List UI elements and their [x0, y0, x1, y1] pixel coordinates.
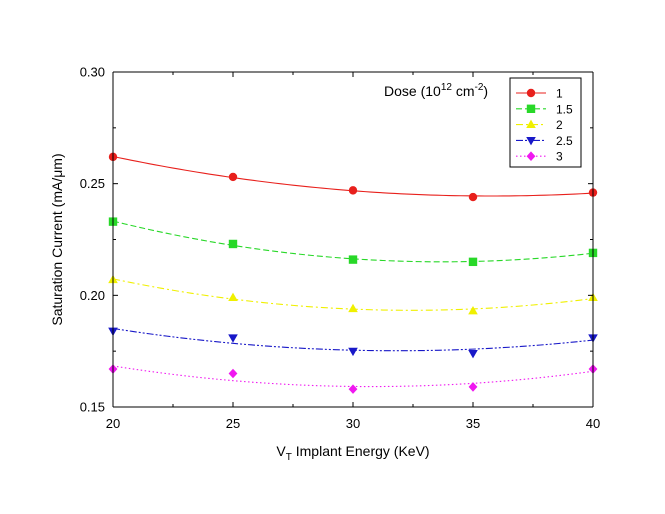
legend-title-mid: cm: [452, 83, 475, 99]
x-tick-label: 30: [346, 416, 360, 431]
series-3: [108, 364, 598, 394]
data-point: [468, 192, 478, 202]
legend-box: [509, 77, 582, 168]
x-axis-label: VT Implant Energy (KeV): [276, 443, 429, 463]
y-tick-label: 0.15: [80, 400, 105, 415]
data-point: [348, 384, 358, 394]
series-2: [108, 274, 598, 315]
legend-label: 1: [556, 87, 563, 101]
data-point: [468, 382, 478, 392]
legend-entry: 3: [516, 150, 563, 164]
data-point: [348, 347, 358, 357]
legend-label: 2: [556, 118, 563, 132]
legend: Dose (1012 cm-2) 11.5 2 2.5 3: [384, 77, 582, 168]
legend-title-sup1: 12: [441, 82, 453, 93]
legend-entry: 2.5: [516, 134, 573, 148]
x-axis-label-main: V: [276, 443, 286, 459]
legend-marker: [526, 104, 536, 113]
legend-entry: 1.5: [516, 102, 573, 116]
series-line: [112, 365, 594, 388]
legend-title-pre: Dose (10: [384, 83, 441, 99]
x-tick-label: 25: [226, 416, 240, 431]
legend-entry: 2: [516, 118, 563, 132]
legend-label: 3: [556, 150, 563, 164]
data-point: [228, 334, 238, 343]
y-tick-label: 0.30: [80, 65, 105, 80]
legend-title: Dose (1012 cm-2): [384, 82, 488, 99]
data-point: [228, 172, 238, 182]
x-axis-label-rest: Implant Energy (KeV): [292, 443, 430, 459]
data-point: [348, 255, 358, 264]
x-tick-label: 40: [586, 416, 600, 431]
series-line: [112, 327, 594, 352]
data-point: [348, 303, 358, 313]
series-2-5: [108, 327, 598, 359]
data-point: [468, 305, 478, 315]
y-tick-label: 0.20: [80, 288, 105, 303]
legend-title-sup2: -2: [475, 82, 484, 93]
data-point: [228, 292, 238, 301]
y-axis-label: Saturation Current (mA/μm): [49, 153, 65, 325]
legend-title-post: ): [483, 83, 488, 99]
axes: 20 25 30 35 40 0.15 0.20 0.25 0.30 VT Implant Ene…: [49, 65, 600, 464]
legend-marker: [526, 88, 536, 98]
x-axis-label-subscript: T: [286, 452, 292, 463]
x-tick-label: 20: [106, 416, 120, 431]
data-point: [228, 239, 238, 249]
y-tick-label: 0.25: [80, 176, 105, 191]
data-point: [468, 257, 478, 267]
series-1-5: [108, 217, 598, 267]
data-point: [228, 368, 238, 379]
legend-label: 2.5: [556, 134, 573, 148]
legend-label: 1.5: [556, 102, 573, 116]
legend-entry: 1: [516, 87, 563, 101]
plot-area: [108, 152, 598, 394]
data-point: [348, 186, 358, 195]
y-axis-label-greek: μ: [49, 170, 65, 178]
y-axis-label-post: m): [49, 153, 65, 169]
y-axis-label-pre: Saturation Current (mA/: [49, 178, 65, 326]
legend-marker: [526, 151, 536, 161]
legend-marker: [526, 119, 536, 128]
legend-marker: [526, 137, 536, 146]
data-point: [468, 350, 478, 359]
x-tick-label: 35: [466, 416, 480, 431]
